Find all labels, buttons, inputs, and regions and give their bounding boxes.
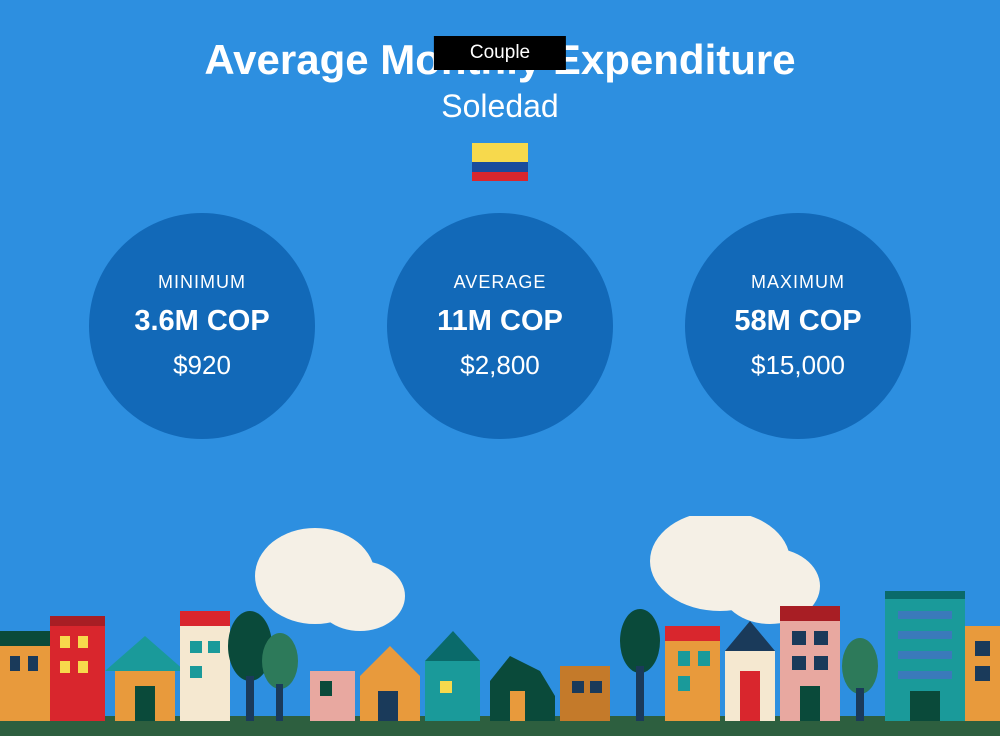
- stat-usd-value: $15,000: [751, 350, 845, 381]
- stat-main-value: 3.6M COP: [134, 305, 269, 338]
- stat-circle-average: AVERAGE 11M COP $2,800: [387, 213, 613, 439]
- stat-main-value: 58M COP: [734, 305, 861, 338]
- stat-circle-maximum: MAXIMUM 58M COP $15,000: [685, 213, 911, 439]
- category-badge: Couple: [434, 36, 566, 70]
- stat-usd-value: $920: [173, 350, 231, 381]
- flag-stripe-red: [472, 172, 528, 182]
- stat-usd-value: $2,800: [460, 350, 540, 381]
- stats-container: MINIMUM 3.6M COP $920 AVERAGE 11M COP $2…: [0, 213, 1000, 439]
- flag-stripe-blue: [472, 162, 528, 172]
- badge-label: Couple: [470, 42, 530, 63]
- stat-label: MAXIMUM: [751, 272, 845, 293]
- colombia-flag-icon: [472, 143, 528, 181]
- stat-main-value: 11M COP: [437, 305, 563, 338]
- stat-label: MINIMUM: [158, 272, 246, 293]
- cityscape-illustration: [0, 516, 1000, 736]
- stat-label: AVERAGE: [454, 272, 547, 293]
- city-name: Soledad: [0, 88, 1000, 125]
- flag-stripe-yellow: [472, 143, 528, 162]
- stat-circle-minimum: MINIMUM 3.6M COP $920: [89, 213, 315, 439]
